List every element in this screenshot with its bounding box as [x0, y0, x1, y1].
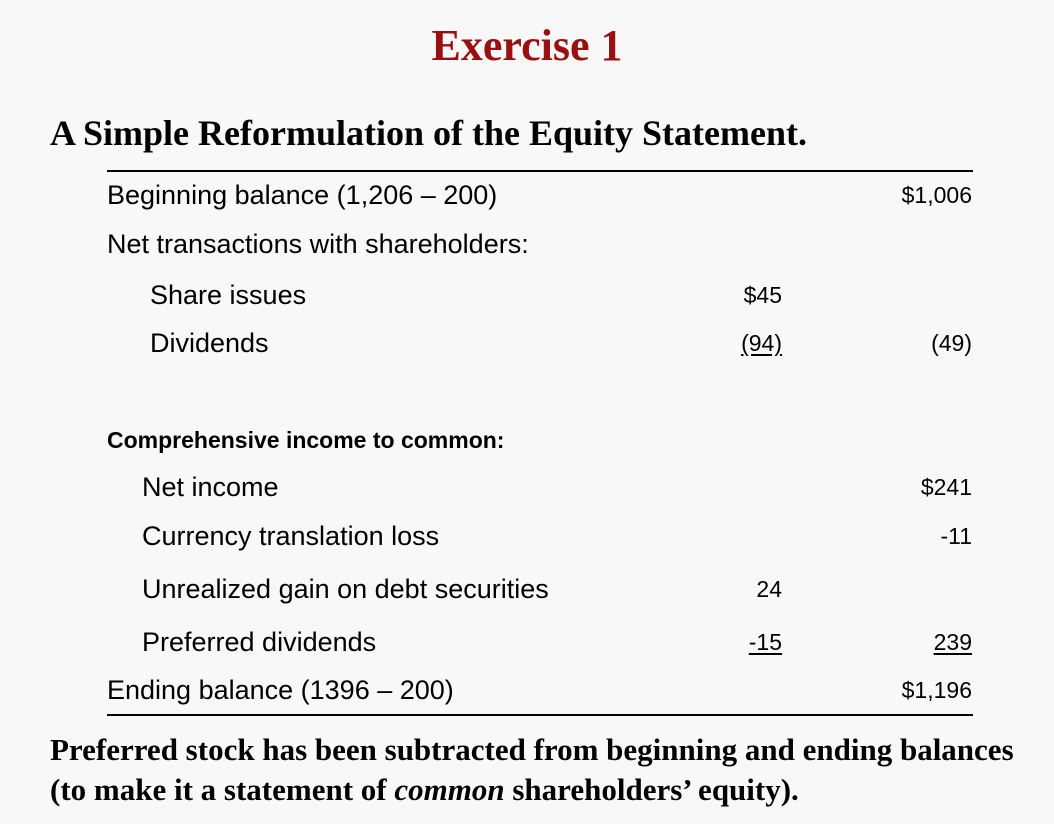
row-total: $241	[920, 474, 972, 500]
table-top-rule	[107, 170, 973, 172]
row-label: Share issues	[150, 280, 307, 310]
row-label: Net income	[142, 472, 279, 502]
row-preferred-dividends: Preferred dividends -15 239	[0, 627, 1054, 667]
row-unrealized-gain: Unrealized gain on debt securities 24	[0, 574, 1054, 614]
row-label: Ending balance (1396 – 200)	[107, 675, 454, 705]
row-label: Currency translation loss	[142, 521, 440, 551]
row-label: Preferred dividends	[142, 627, 377, 657]
row-share-issues: Share issues $45	[0, 280, 1054, 320]
section-heading: Comprehensive income to common:	[107, 427, 505, 453]
row-total: $1,006	[901, 182, 972, 208]
footnote-emphasis: common	[394, 772, 505, 807]
row-comprehensive-income-header: Comprehensive income to common:	[0, 427, 1054, 467]
row-total: -11	[940, 523, 972, 549]
row-total: 239	[933, 629, 972, 655]
footnote: Preferred stock has been subtracted from…	[50, 730, 1040, 810]
table-bottom-rule	[107, 714, 973, 716]
row-label: Unrealized gain on debt securities	[142, 574, 549, 604]
row-mid-value: 24	[756, 576, 782, 602]
row-total: (49)	[931, 330, 972, 356]
slide-subtitle: A Simple Reformulation of the Equity Sta…	[50, 113, 807, 153]
row-net-income: Net income $241	[0, 472, 1054, 512]
row-beginning-balance: Beginning balance (1,206 – 200) $1,006	[0, 180, 1054, 220]
slide-title: Exercise 1	[431, 21, 623, 70]
row-label: Beginning balance (1,206 – 200)	[107, 180, 498, 210]
row-dividends: Dividends (94) (49)	[0, 328, 1054, 368]
row-label: Dividends	[150, 328, 269, 358]
row-net-transactions: Net transactions with shareholders:	[0, 229, 1054, 269]
row-currency-translation-loss: Currency translation loss -11	[0, 521, 1054, 561]
row-total: $1,196	[901, 677, 972, 703]
row-label: Net transactions with shareholders:	[107, 229, 529, 259]
row-mid-value: (94)	[741, 330, 782, 356]
footnote-text-start: Preferred stock has been subtracted from…	[50, 732, 1014, 807]
row-ending-balance: Ending balance (1396 – 200) $1,196	[0, 675, 1054, 715]
row-mid-value: -15	[748, 629, 782, 655]
footnote-text-end: shareholders’ equity).	[504, 772, 799, 807]
row-mid-value: $45	[743, 282, 782, 308]
